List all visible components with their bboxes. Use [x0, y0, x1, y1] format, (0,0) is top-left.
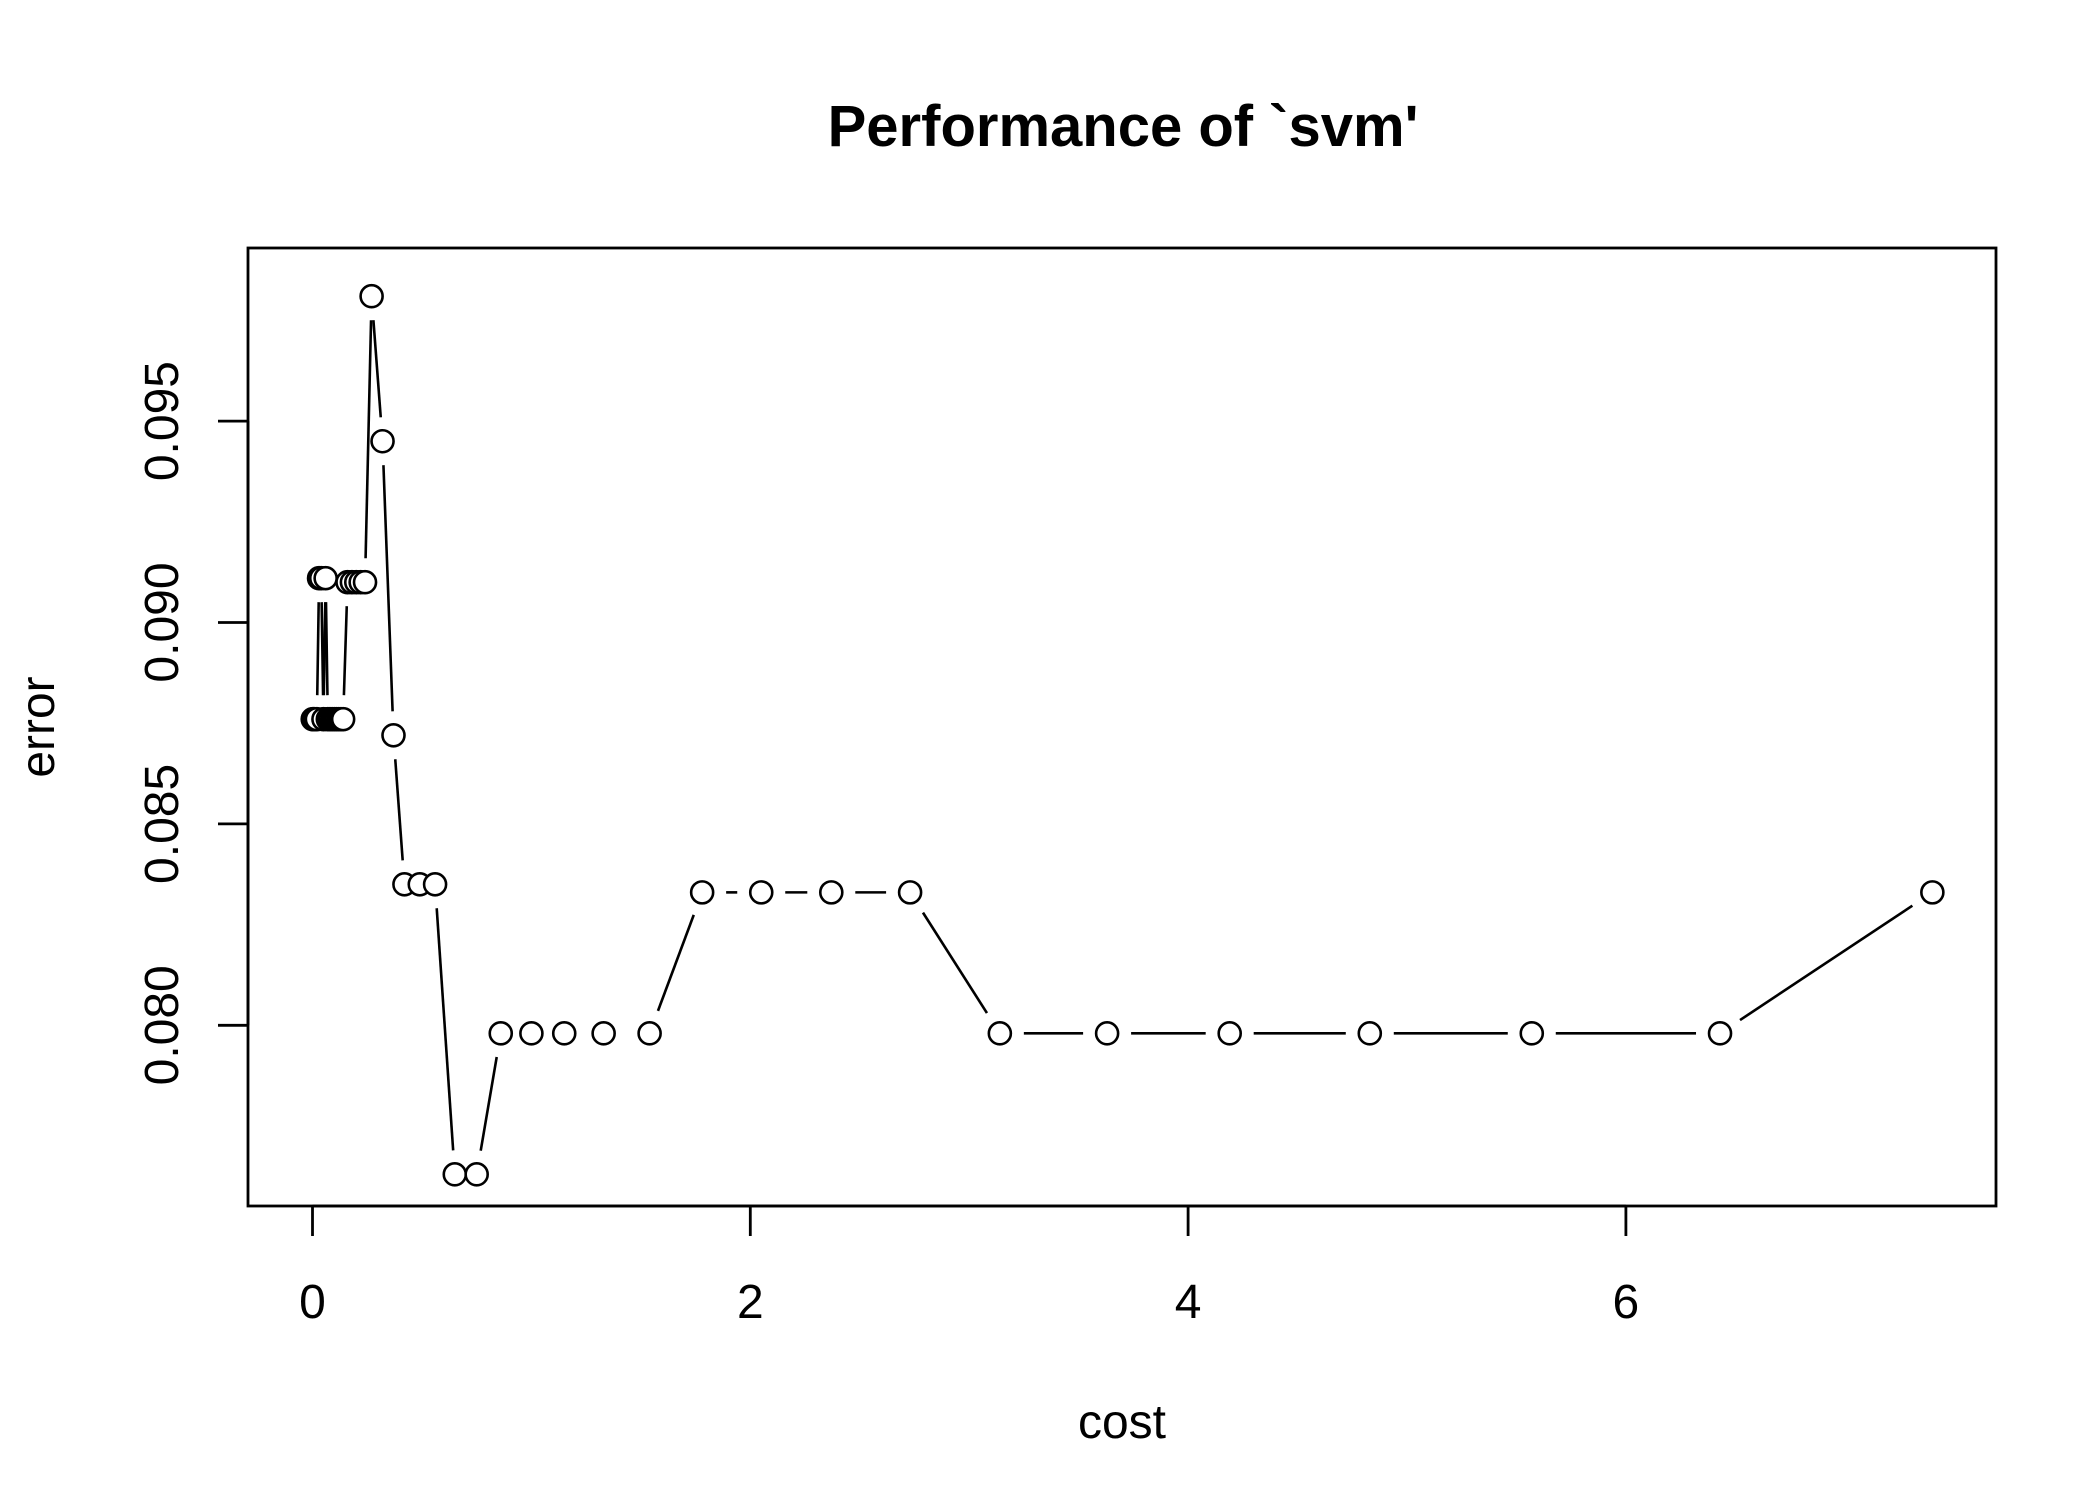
data-point	[818, 880, 844, 905]
series-segment	[1739, 904, 1914, 1022]
y-tick-label: 0.090	[136, 562, 189, 682]
data-point	[381, 722, 406, 748]
y-tick-label: 0.080	[136, 965, 189, 1085]
data-point	[313, 565, 338, 591]
plot-frame	[246, 246, 1998, 1208]
series-segment	[315, 602, 320, 696]
data-point	[1217, 1021, 1242, 1046]
data-point	[370, 428, 395, 454]
series-segment	[479, 1056, 498, 1151]
data-point	[359, 283, 384, 309]
data-point	[1094, 1021, 1120, 1046]
data-point	[422, 872, 448, 897]
data-point	[748, 880, 774, 905]
y-tick-label: 0.085	[136, 764, 189, 884]
series-segment	[435, 908, 455, 1151]
data-point	[488, 1021, 514, 1046]
data-point	[987, 1021, 1013, 1046]
x-tick-label: 2	[737, 1276, 764, 1329]
data-point	[519, 1021, 544, 1046]
data-point	[591, 1021, 616, 1046]
y-axis: 0.080 0.085 0.090 0.095	[136, 361, 250, 1085]
chart-title: Performance of `svm'	[828, 94, 1419, 159]
x-tick-label: 4	[1175, 1276, 1202, 1329]
data-point	[464, 1162, 489, 1187]
data-point	[1519, 1021, 1545, 1046]
series-segment	[342, 606, 349, 696]
x-tick-label: 6	[1613, 1276, 1640, 1329]
y-axis-label: error	[12, 676, 65, 777]
x-axis: 0 2 4 6	[299, 1204, 1640, 1329]
data-point	[1357, 1021, 1383, 1046]
y-tick-label: 0.095	[136, 361, 189, 481]
data-point	[1920, 880, 1945, 905]
series-segment	[921, 911, 989, 1014]
data-point	[551, 1021, 577, 1046]
series-points	[300, 283, 1945, 1187]
x-axis-label: cost	[1078, 1396, 1166, 1449]
series-segment	[364, 320, 373, 559]
data-point	[442, 1162, 468, 1187]
series-segment	[372, 320, 383, 418]
series-lines	[315, 320, 1914, 1151]
data-point	[1707, 1021, 1733, 1046]
series-segment	[382, 465, 394, 712]
data-point	[637, 1021, 662, 1046]
data-point	[897, 880, 923, 905]
data-point	[352, 569, 378, 595]
series-segment	[324, 602, 329, 696]
series-segment	[393, 759, 404, 861]
x-tick-label: 0	[299, 1276, 326, 1329]
series-segment	[656, 914, 695, 1012]
data-point	[330, 706, 356, 732]
data-point	[689, 880, 715, 905]
